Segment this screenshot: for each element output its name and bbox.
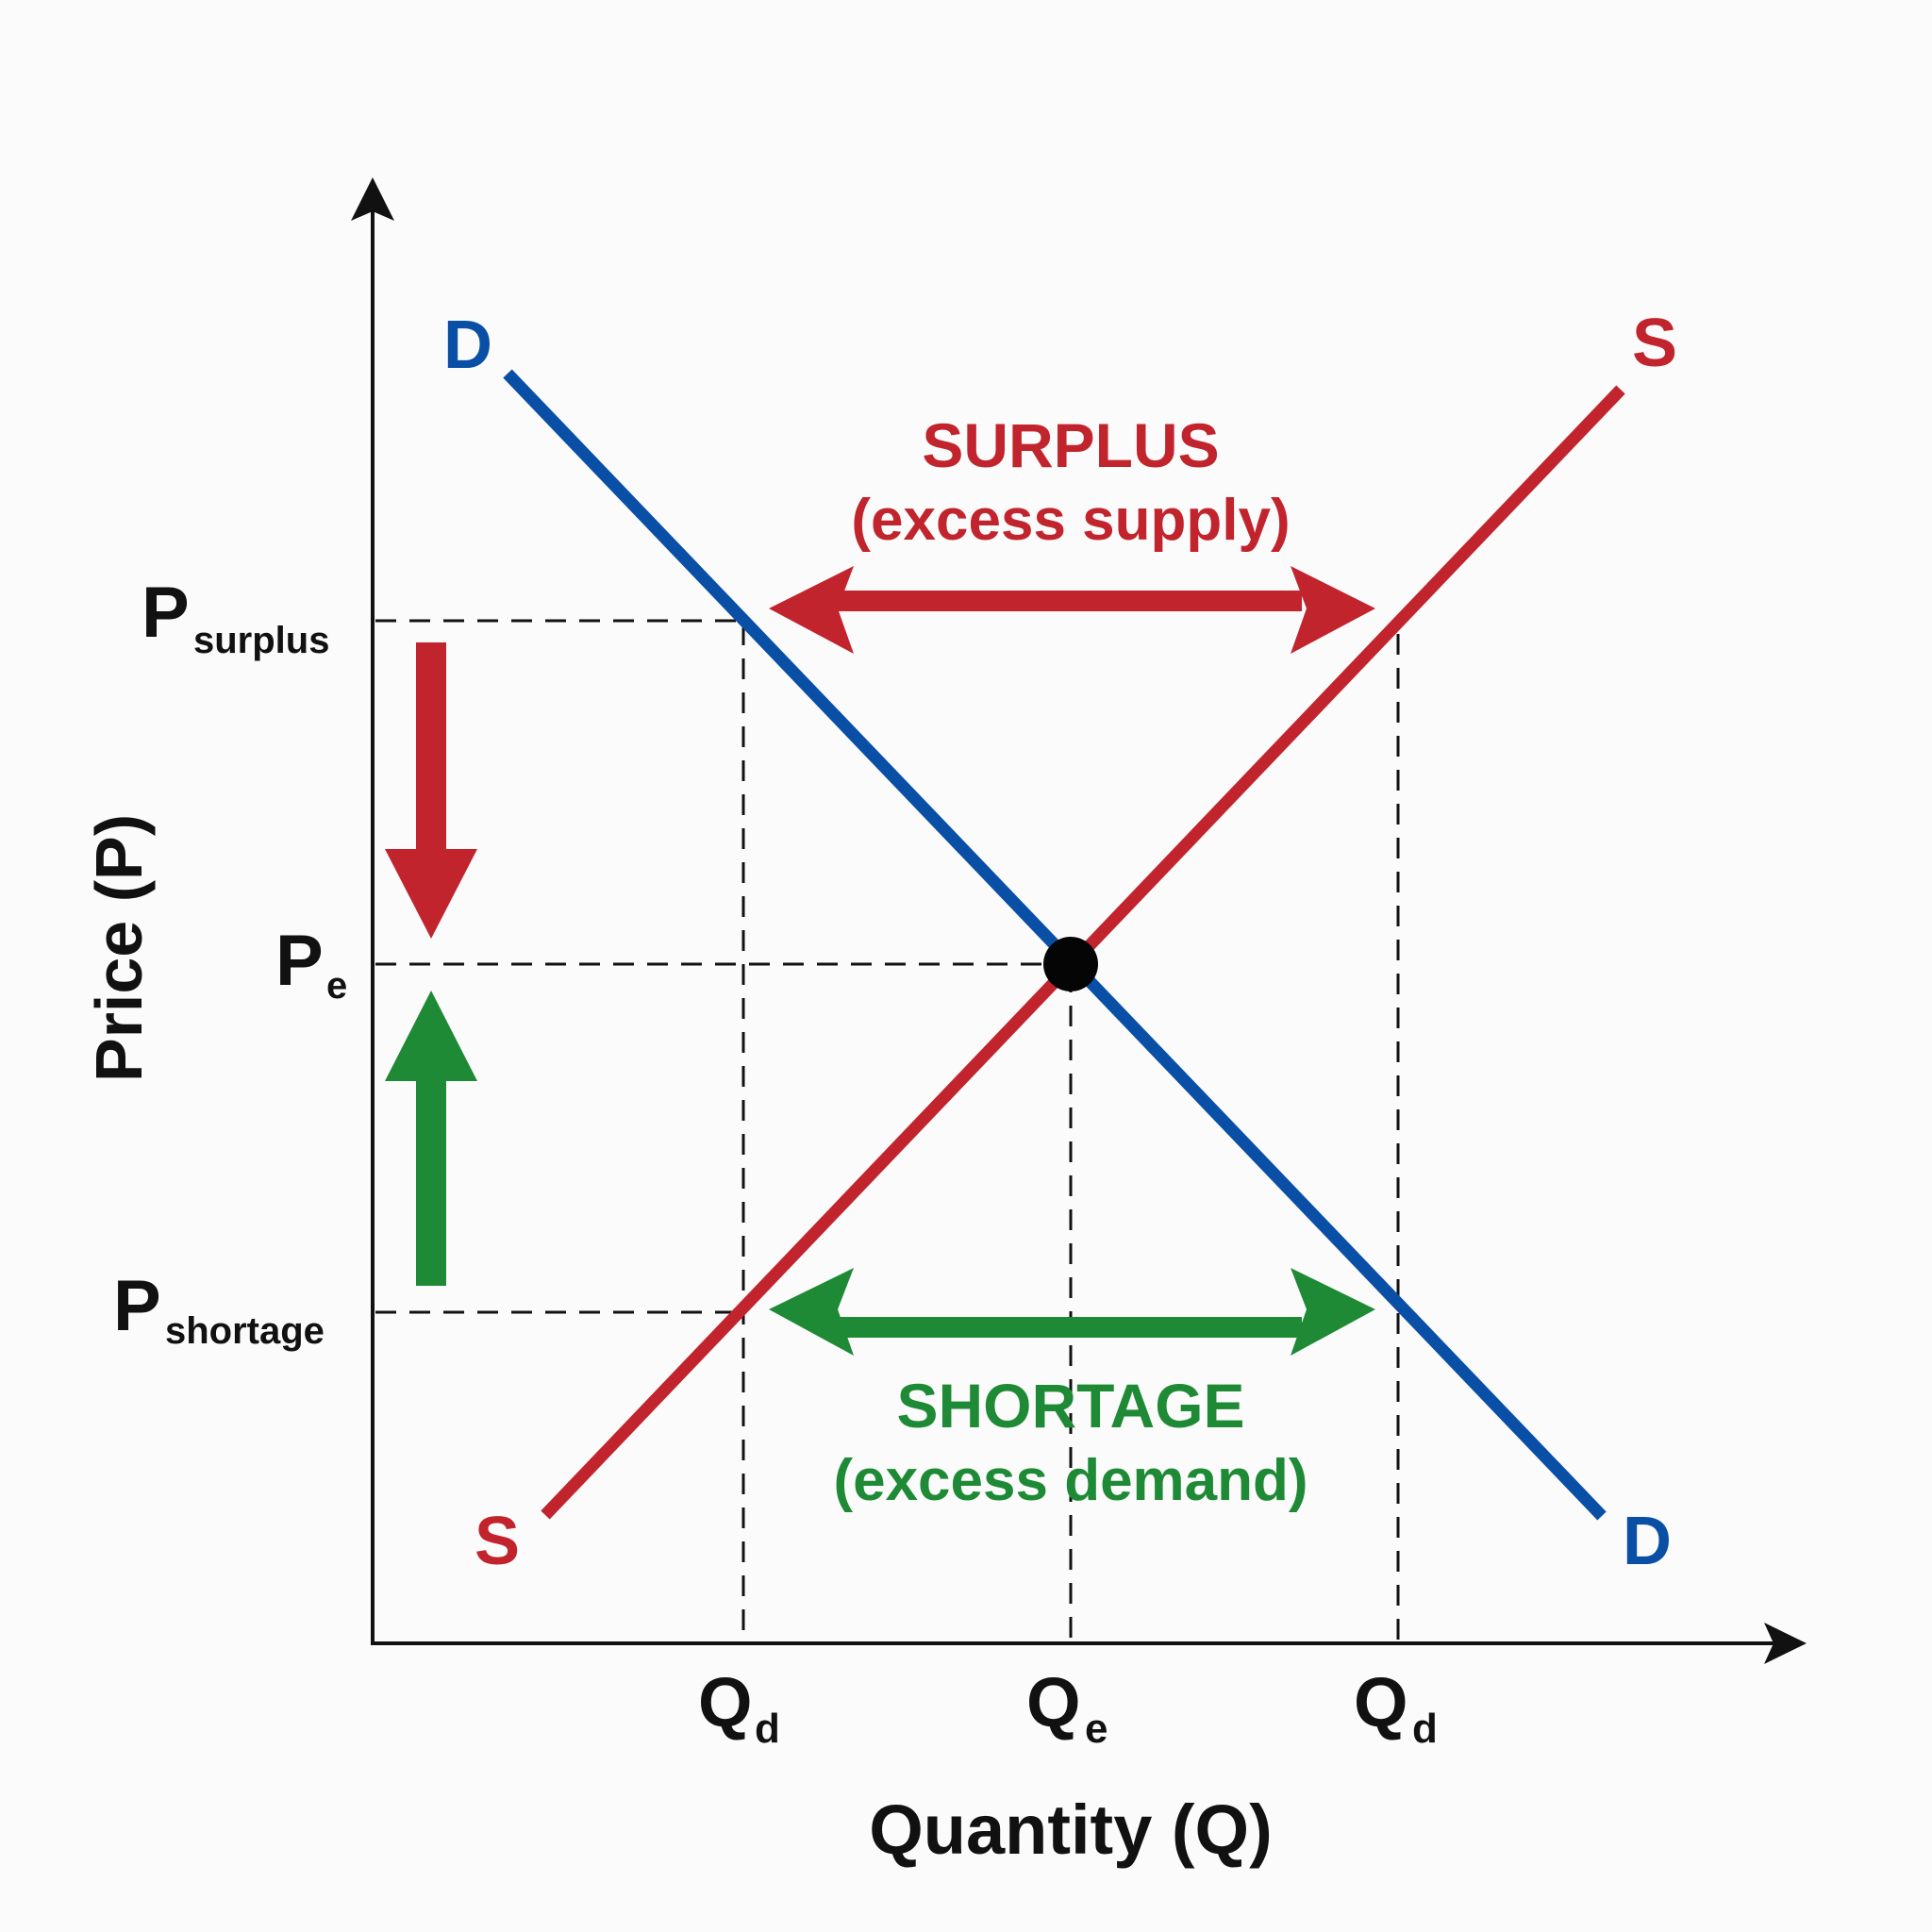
label-qd-left: Q d	[698, 1663, 780, 1752]
surplus-arrow	[769, 566, 1375, 654]
p-shortage-sub: shortage	[165, 1310, 325, 1352]
label-p-surplus: P surplus	[142, 573, 329, 661]
p-equilibrium-sub: e	[326, 965, 347, 1007]
shortage-title: SHORTAGE	[896, 1371, 1244, 1441]
surplus-title: SURPLUS	[922, 410, 1219, 480]
p-surplus-main: P	[142, 573, 190, 653]
shortage-subtitle: (excess demand)	[833, 1448, 1307, 1513]
label-p-equilibrium: P e	[275, 921, 347, 1007]
label-p-shortage: P shortage	[113, 1266, 325, 1352]
qd-left-sub: d	[755, 1706, 780, 1752]
p-shortage-main: P	[113, 1266, 161, 1346]
label-qe: Q e	[1026, 1663, 1108, 1752]
axes	[351, 177, 1807, 1664]
p-equilibrium-main: P	[275, 921, 324, 1001]
shortage-arrow	[769, 1268, 1375, 1356]
qe-sub: e	[1085, 1706, 1108, 1752]
qe-main: Q	[1026, 1663, 1081, 1741]
qd-right-main: Q	[1354, 1663, 1408, 1741]
supply-label-top: S	[1632, 306, 1677, 381]
supply-label-bottom: S	[475, 1504, 520, 1579]
qd-right-sub: d	[1412, 1706, 1438, 1752]
y-axis-label: Price (P)	[82, 814, 156, 1082]
p-surplus-sub: surplus	[193, 620, 329, 661]
guide-lines	[375, 619, 1400, 1641]
price-down-arrow	[385, 642, 477, 939]
demand-label-bottom: D	[1623, 1504, 1672, 1579]
x-axis-arrowhead	[1764, 1623, 1807, 1664]
y-axis-arrowhead	[351, 177, 394, 221]
price-up-arrow	[385, 991, 477, 1286]
equilibrium-point	[1043, 937, 1098, 991]
label-qd-right: Q d	[1354, 1663, 1438, 1752]
surplus-subtitle: (excess supply)	[851, 488, 1290, 553]
x-axis-label: Quantity (Q)	[869, 1790, 1273, 1869]
qd-left-main: Q	[698, 1663, 753, 1741]
demand-label-top: D	[443, 308, 492, 383]
